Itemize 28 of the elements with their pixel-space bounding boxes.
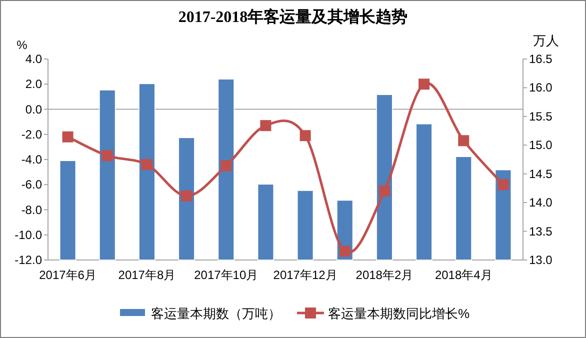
y-tick-label: -12.0 [14,253,42,267]
x-tick-label: 2018年2月 [356,268,414,282]
y2-tick-label: 16.5 [529,52,553,66]
legend-label: 客运量本期数（万吨） [151,306,281,321]
x-tick-label: 2017年12月 [273,268,338,282]
x-tick-label: 2017年6月 [39,268,96,282]
chart-title: 2017-2018年客运量及其增长趋势 [178,7,408,26]
x-tick-label: 2017年8月 [118,268,176,282]
legend-label: 客运量本期数同比增长% [328,306,470,321]
y-tick-label: 4.0 [25,52,42,66]
x-tick-label: 2018年4月 [434,268,492,282]
y2-tick-label: 13.5 [529,224,553,238]
y-tick-label: -8.0 [21,202,42,217]
y2-axis-title: 万人 [533,33,559,48]
y2-tick-label: 13.0 [529,253,553,267]
y2-tick-label: 16.0 [529,80,553,95]
y-tick-label: -4.0 [21,152,42,166]
y2-tick-label: 15.0 [529,138,553,152]
y-tick-label: -6.0 [21,178,42,192]
x-tick-label: 2017年10月 [194,268,258,282]
y-tick-label: 0.0 [25,102,42,116]
y2-tick-label: 15.5 [529,109,553,124]
y-tick-label: 2.0 [25,77,42,92]
y-tick-label: -2.0 [21,127,42,142]
y-tick-label: -10.0 [14,228,42,242]
y2-tick-label: 14.0 [529,196,553,210]
y-axis-title: % [16,38,28,52]
y2-tick-label: 14.5 [529,166,553,181]
